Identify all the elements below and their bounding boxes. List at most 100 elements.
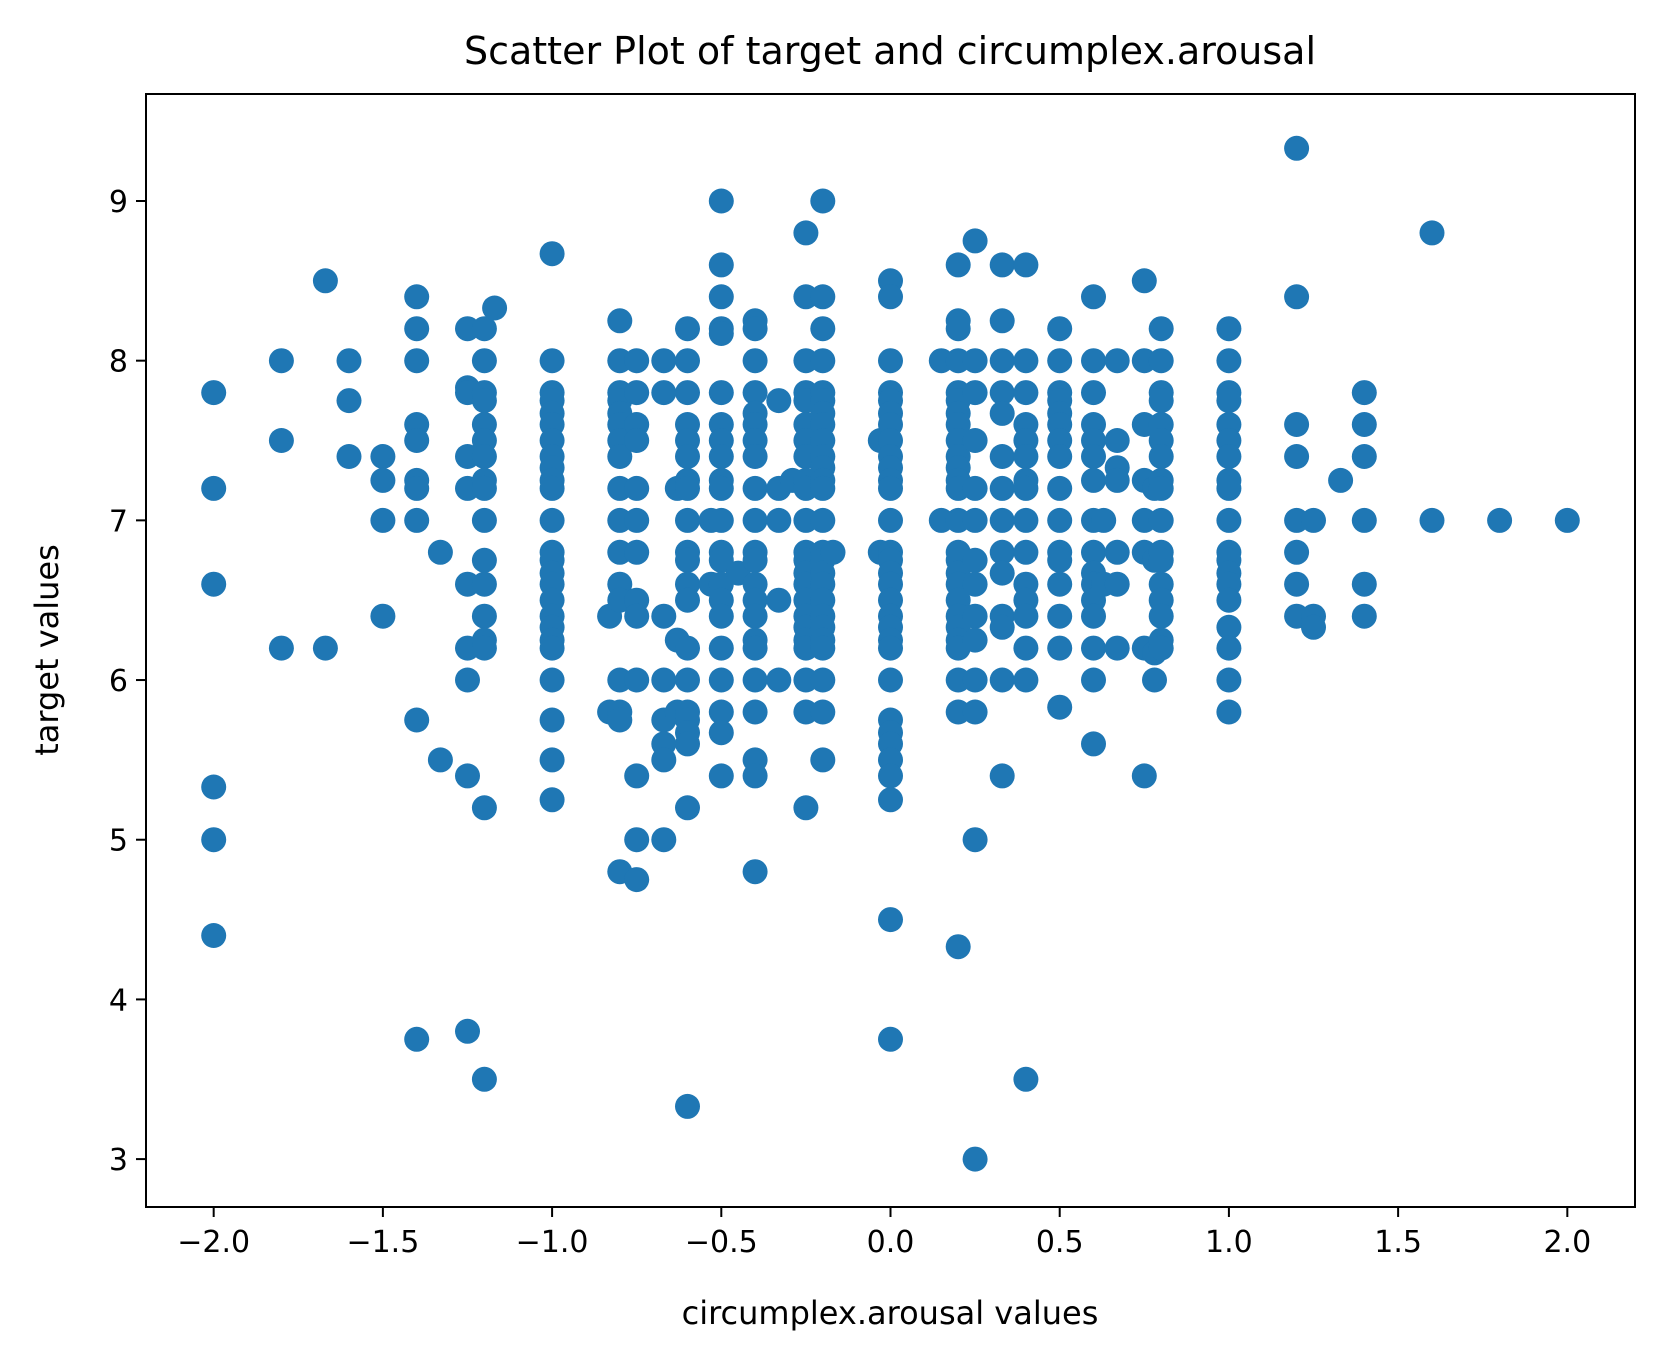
x-axis-label: circumplex.arousal values [682, 1294, 1099, 1332]
y-tick-label: 6 [109, 664, 128, 699]
data-point [1047, 571, 1073, 597]
data-point [201, 774, 227, 800]
data-point [742, 699, 768, 725]
data-point [962, 1146, 988, 1172]
data-point [201, 571, 227, 597]
data-point [1081, 667, 1106, 693]
data-point [1047, 316, 1073, 342]
data-point [1148, 316, 1174, 342]
data-point [1148, 507, 1174, 533]
data-point [539, 241, 565, 267]
data-point [1081, 284, 1106, 310]
data-point [945, 252, 971, 278]
data-point [962, 699, 988, 725]
data-point [471, 444, 497, 469]
data-point [1148, 475, 1174, 501]
data-point [1554, 507, 1580, 533]
data-point [1351, 507, 1377, 533]
data-point [404, 316, 430, 342]
data-point [1104, 467, 1130, 493]
data-point [1104, 635, 1130, 661]
data-point [1047, 444, 1073, 469]
data-point [708, 475, 734, 501]
data-point [878, 507, 903, 533]
data-point [336, 388, 362, 414]
data-point [708, 321, 734, 346]
data-point [427, 747, 453, 773]
x-tick-label: −1.0 [516, 1225, 589, 1260]
data-point [539, 475, 565, 501]
data-point [404, 284, 430, 310]
data-point [1216, 444, 1242, 469]
data-point [1487, 507, 1513, 533]
data-point [1131, 763, 1157, 789]
data-point [539, 787, 565, 813]
data-point [624, 428, 650, 453]
data-point [1081, 348, 1106, 374]
data-point [1284, 135, 1310, 161]
data-point [675, 316, 700, 342]
data-point [607, 707, 633, 733]
y-tick-label: 7 [109, 504, 128, 539]
data-point [810, 188, 836, 214]
data-point [989, 252, 1015, 278]
data-point [878, 763, 903, 789]
data-point [742, 635, 768, 661]
data-point [624, 348, 650, 374]
data-point [201, 827, 227, 853]
data-point [1148, 348, 1174, 374]
y-tick-label: 3 [109, 1143, 128, 1178]
data-point [962, 547, 988, 573]
data-point [370, 444, 396, 469]
data-point [962, 380, 988, 406]
data-point [742, 859, 768, 885]
data-point [675, 380, 700, 406]
data-point [820, 539, 846, 565]
data-point [962, 667, 988, 693]
data-point [742, 380, 768, 406]
data-point [1216, 635, 1242, 661]
data-point [810, 699, 836, 725]
data-point [1081, 539, 1106, 565]
data-point [1013, 507, 1039, 533]
data-point [1351, 571, 1377, 597]
data-point [471, 603, 497, 629]
data-point [810, 635, 836, 661]
data-point [989, 475, 1015, 501]
x-tick-label: 0.0 [867, 1225, 915, 1260]
data-point [1148, 547, 1174, 573]
data-point [651, 348, 677, 374]
data-point [708, 252, 734, 278]
data-point [482, 295, 508, 321]
data-point [624, 763, 650, 789]
data-point [742, 475, 768, 501]
data-point [1047, 348, 1073, 374]
data-point [810, 284, 836, 310]
data-point [539, 348, 565, 374]
x-tick-label: 2.0 [1543, 1225, 1591, 1260]
y-axis-label: target values [28, 544, 66, 756]
data-point [1216, 388, 1242, 414]
chart-title: Scatter Plot of target and circumplex.ar… [464, 29, 1316, 73]
data-point [708, 635, 734, 661]
data-point [989, 667, 1015, 693]
data-point [742, 507, 768, 533]
data-point [878, 348, 903, 374]
data-point [1013, 444, 1039, 469]
data-point [1301, 507, 1326, 533]
data-point [651, 747, 677, 773]
data-point [878, 907, 903, 933]
data-point [1301, 614, 1326, 640]
data-point [708, 444, 734, 469]
data-point [766, 587, 792, 613]
data-point [471, 547, 497, 573]
data-point [989, 348, 1015, 374]
data-point [404, 428, 430, 453]
data-point [624, 539, 650, 565]
data-point [1013, 380, 1039, 406]
data-point [1013, 603, 1039, 629]
data-point [989, 614, 1015, 640]
data-point [962, 507, 988, 533]
data-point [1216, 316, 1242, 342]
